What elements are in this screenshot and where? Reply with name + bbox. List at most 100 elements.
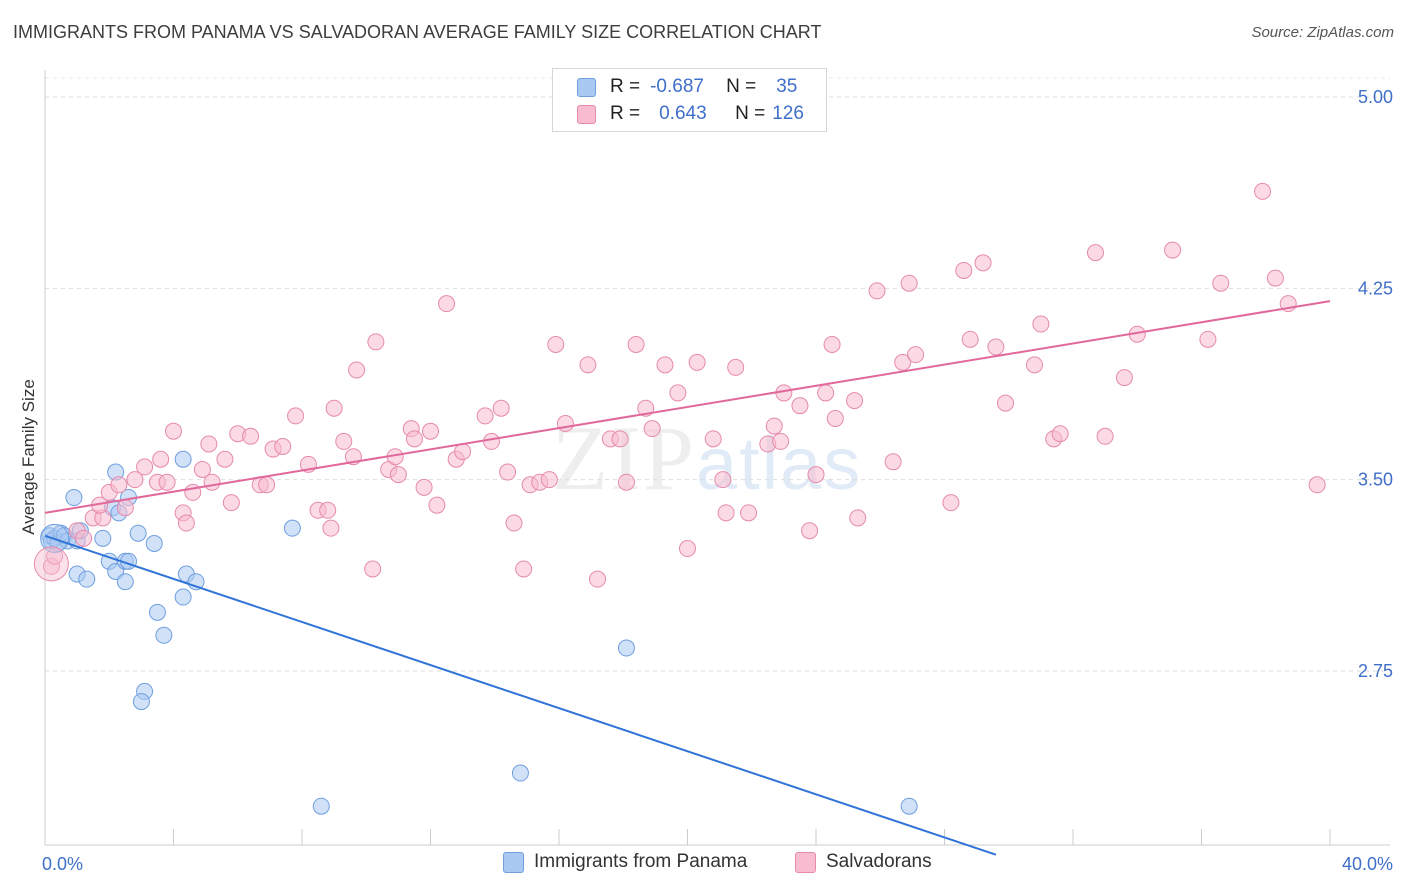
salvadoran-point — [1025, 356, 1043, 374]
source-credit: Source: ZipAtlas.com — [1251, 24, 1394, 41]
salvadoran-point — [116, 499, 134, 517]
salvadoran-point — [772, 432, 790, 450]
salvadoran-point — [1266, 269, 1284, 287]
salvadoran-point — [505, 514, 523, 532]
salvadoran-point — [322, 519, 340, 537]
salvadoran-point — [348, 361, 366, 379]
salvadoran-point — [942, 494, 960, 512]
salvadoran-point — [258, 476, 276, 494]
salvadoran-point — [216, 450, 234, 468]
legend-n-label: N = — [735, 103, 766, 124]
salvadoran-point — [1096, 427, 1114, 445]
panama-point — [94, 529, 112, 547]
bottom-legend-swatch-panama — [503, 851, 524, 873]
panama-point — [511, 764, 529, 782]
salvadoran-point — [717, 504, 735, 522]
salvadoran-point — [807, 466, 825, 484]
salvadoran-point — [415, 478, 433, 496]
panama-point — [145, 534, 163, 552]
panama-point — [116, 573, 134, 591]
salvadoran-point — [823, 335, 841, 353]
salvadoran-point — [454, 443, 472, 461]
salvadoran-point — [200, 435, 218, 453]
legend-n-value-panama: 35 — [776, 76, 798, 97]
salvadoran-point — [714, 471, 732, 489]
salvadoran-point — [643, 420, 661, 438]
salvadoran-trend-line — [44, 300, 1331, 514]
salvadoran-point — [556, 415, 574, 433]
salvadoran-point — [656, 356, 674, 374]
panama-point — [312, 797, 330, 815]
salvadoran-point — [547, 335, 565, 353]
salvadoran-cluster-point — [33, 546, 69, 582]
salvadoran-point — [669, 384, 687, 402]
correlation-legend: R = -0.687 N = 35 R = 0.643 N = 126 — [552, 68, 827, 132]
panama-point — [65, 489, 83, 507]
salvadoran-point — [765, 417, 783, 435]
salvadoran-point — [165, 422, 182, 440]
salvadoran-point — [997, 394, 1015, 412]
salvadoran-point — [540, 471, 558, 489]
salvadoran-point — [627, 335, 645, 353]
panama-point — [155, 626, 173, 644]
legend-r-label: R = — [610, 76, 641, 97]
salvadoran-point — [826, 409, 844, 427]
salvadoran-point — [961, 330, 979, 348]
bottom-legend-swatch-salvadoran — [795, 851, 816, 873]
y-tick-label: 4.25 — [1358, 278, 1393, 298]
salvadoran-point — [367, 333, 385, 351]
salvadoran-point — [126, 471, 144, 489]
salvadoran-point — [1212, 274, 1230, 292]
salvadoran-point — [1254, 182, 1272, 200]
salvadoran-point — [974, 254, 992, 272]
legend-row-salvadoran: R = 0.643 N = 126 — [577, 103, 804, 125]
salvadoran-point — [335, 432, 353, 450]
salvadoran-point — [193, 460, 211, 478]
panama-trend-line — [44, 534, 997, 856]
salvadoran-point — [438, 295, 456, 313]
salvadoran-point — [158, 473, 176, 491]
salvadoran-point — [110, 476, 128, 494]
salvadoran-point — [1164, 241, 1182, 259]
watermark: ZIPatlas — [552, 405, 862, 511]
salvadoran-point — [152, 450, 170, 468]
salvadoran-point — [955, 261, 973, 279]
salvadoran-point — [428, 496, 446, 514]
legend-swatch-panama — [577, 77, 596, 97]
panama-point — [132, 693, 150, 711]
salvadoran-point — [894, 353, 912, 371]
legend-swatch-salvadoran — [577, 104, 596, 124]
salvadoran-point — [589, 570, 607, 588]
salvadoran-point — [579, 356, 597, 374]
salvadoran-point — [364, 560, 382, 578]
legend-r-value-salvadoran: 0.643 — [659, 103, 707, 124]
salvadoran-point — [515, 560, 533, 578]
legend-r-label: R = — [610, 103, 641, 124]
salvadoran-point — [688, 353, 706, 371]
salvadoran-point — [611, 430, 629, 448]
bottom-legend-label-panama: Immigrants from Panama — [534, 851, 748, 872]
watermark-zip: ZIP — [552, 407, 696, 509]
legend-n-label: N = — [726, 76, 757, 97]
salvadoran-point — [75, 529, 93, 547]
salvadoran-point — [884, 453, 902, 471]
salvadoran-point — [222, 494, 240, 512]
bottom-legend-label-salvadoran: Salvadorans — [826, 851, 932, 872]
salvadoran-point — [389, 466, 407, 484]
salvadoran-point — [1115, 369, 1133, 387]
salvadoran-point — [287, 407, 305, 425]
salvadoran-point — [325, 399, 343, 417]
salvadoran-point — [499, 463, 517, 481]
salvadoran-point — [868, 282, 886, 300]
salvadoran-point — [422, 422, 439, 440]
panama-point — [617, 639, 635, 657]
salvadoran-point — [900, 274, 918, 292]
salvadoran-point — [405, 430, 423, 448]
panama-point — [148, 603, 166, 621]
salvadoran-point — [483, 432, 501, 450]
salvadoran-point — [274, 438, 292, 456]
salvadoran-point — [1051, 425, 1069, 443]
salvadoran-point — [727, 358, 745, 376]
salvadoran-point — [476, 407, 494, 425]
